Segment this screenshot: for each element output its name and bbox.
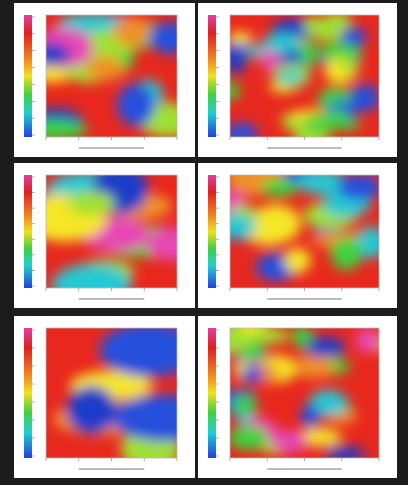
heatmap-blobs (230, 15, 379, 137)
heatmap-blob (304, 15, 326, 36)
heatmap-blob (67, 190, 115, 216)
heatmap-blobs (230, 328, 379, 458)
heatmap-blob (230, 31, 253, 44)
heatmap-blob (293, 354, 334, 379)
heatmap-blob (270, 430, 308, 454)
heatmap-blobs (53, 328, 177, 458)
heatmap (46, 15, 177, 137)
heatmap-blob (291, 328, 313, 348)
heatmap-blob (260, 178, 298, 197)
heatmap-blob (111, 394, 177, 442)
axis-caption (78, 147, 145, 149)
axis-caption (78, 298, 145, 300)
colorbar (24, 15, 32, 137)
heatmap-blob (299, 39, 318, 68)
panel (198, 163, 397, 308)
heatmap-blob (231, 394, 258, 415)
heatmap-blob (51, 263, 132, 288)
heatmap-blob (319, 41, 362, 63)
heatmap-blob (66, 385, 117, 435)
heatmap-blob (300, 404, 320, 428)
heatmap-blob (145, 227, 177, 261)
heatmap-blob (309, 389, 347, 417)
heatmap-blob (245, 216, 291, 246)
heatmap-blob (116, 83, 155, 127)
heatmap-blob (356, 226, 379, 259)
heatmap-blob (350, 83, 379, 112)
heatmap-blob (230, 51, 247, 74)
axis-caption (78, 468, 145, 470)
heatmap (46, 175, 177, 288)
heatmap-blob (230, 122, 258, 137)
panel (14, 316, 195, 478)
heatmap (230, 15, 379, 137)
panel (198, 3, 397, 157)
panel (14, 163, 195, 308)
heatmap-blob (303, 336, 346, 358)
heatmap (46, 328, 177, 458)
heatmap-blobs (46, 175, 177, 288)
colorbar (208, 175, 216, 288)
heatmap-blob (113, 16, 150, 47)
heatmap-blob (301, 114, 346, 133)
colorbar (24, 328, 32, 458)
heatmap-blob (46, 119, 88, 137)
heatmap-blob (232, 428, 268, 440)
panel (14, 3, 195, 157)
heatmap-blob (276, 71, 303, 84)
heatmap-blobs (46, 15, 177, 137)
heatmap-blob (250, 328, 289, 344)
heatmap-blob (240, 367, 265, 383)
heatmap-blob (297, 175, 347, 195)
colorbar (208, 15, 216, 137)
axis-caption (267, 298, 342, 300)
heatmap-blob (86, 56, 125, 81)
heatmap-blob (284, 247, 311, 274)
heatmap-blob (337, 175, 379, 201)
heatmap-blob (262, 33, 301, 54)
heatmap-blob (99, 328, 177, 377)
heatmap (230, 175, 379, 288)
heatmap-blob (355, 328, 379, 353)
axis-caption (267, 147, 342, 149)
panel (198, 316, 397, 478)
heatmap-blob (46, 42, 71, 67)
colorbar (208, 328, 216, 458)
heatmap-blob (230, 82, 240, 101)
axis-caption (267, 468, 342, 470)
heatmap-blob (330, 236, 363, 271)
heatmap-blob (339, 57, 360, 73)
heatmap-blob (298, 428, 342, 447)
heatmap (230, 328, 379, 458)
heatmap-blob (323, 446, 366, 458)
heatmap-blob (230, 328, 249, 355)
heatmap-blob (340, 27, 367, 46)
heatmap-blobs (230, 175, 379, 282)
heatmap-blob (148, 22, 177, 55)
heatmap-blob (230, 214, 257, 238)
colorbar (24, 175, 32, 288)
